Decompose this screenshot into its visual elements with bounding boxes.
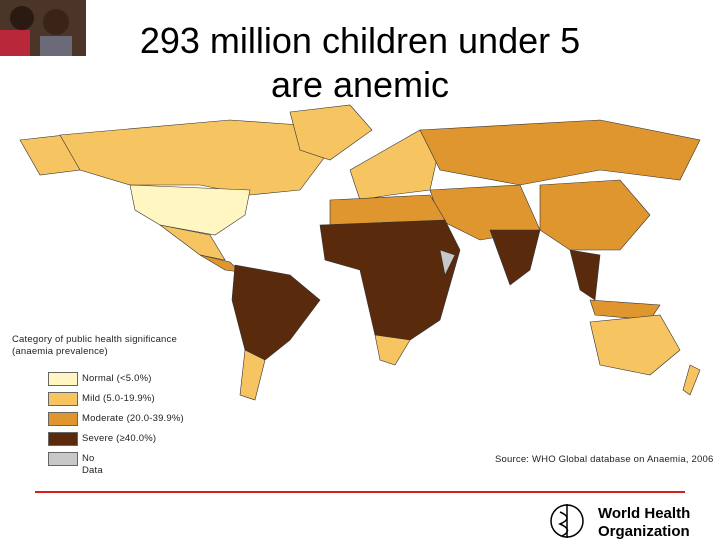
legend-swatch [48,432,78,446]
legend-swatch [48,372,78,386]
legend-title: (anaemia prevalence) [12,346,108,357]
country-region [59,119,331,196]
logo-text: Organization [598,523,690,540]
title-line: are anemic [270,64,450,105]
legend-label: Mild (5.0-19.9%) [82,393,155,404]
country-region [569,249,601,301]
country-region [289,104,373,161]
logo-text: World Health [598,505,691,522]
legend-swatch [48,452,78,466]
country-region [239,349,266,401]
country-region [231,264,321,361]
world-map [19,104,701,401]
country-region [539,179,651,251]
country-region [374,334,411,366]
photo [0,0,86,56]
source: Source: WHO Global database on Anaemia, … [495,454,714,465]
legend-label: Severe (≥40.0%) [82,433,157,444]
country-region [319,219,461,341]
legend-label: Moderate (20.0-39.9%) [82,413,184,424]
legend-title: Category of public health significance [12,334,177,345]
country-region [489,229,541,286]
legend-swatch [48,412,78,426]
title-line: 293 million children under 5 [139,20,581,61]
who-emblem [550,504,584,538]
country-region [419,119,701,186]
country-region [682,364,701,396]
legend-swatch [48,392,78,406]
country-region [439,249,456,276]
country-region [159,224,226,261]
country-region [589,314,681,376]
legend-label: No Data [82,453,103,476]
legend-label: Normal (<5.0%) [82,373,152,384]
country-region [129,184,251,236]
